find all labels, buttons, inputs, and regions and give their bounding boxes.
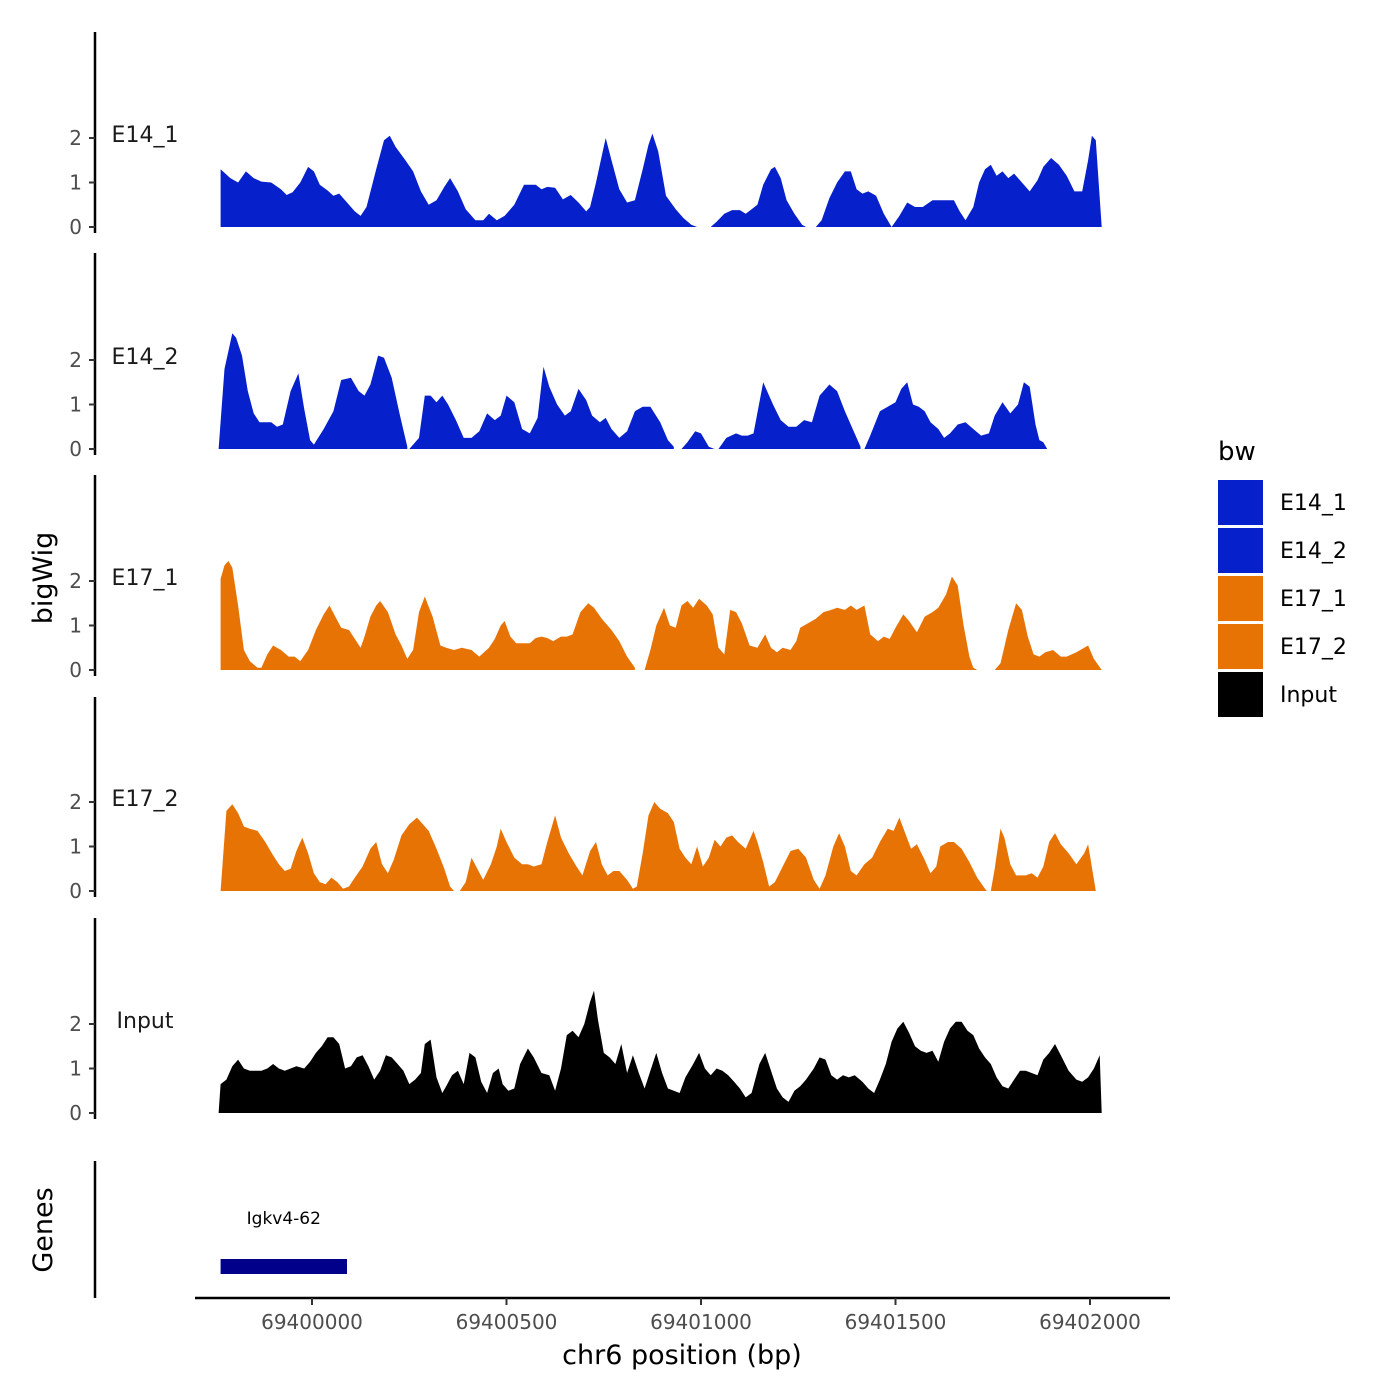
legend-swatch xyxy=(1218,480,1263,525)
coverage-area-e14-2 xyxy=(864,382,1048,449)
coverage-area-e17-2 xyxy=(990,828,1096,891)
legend: bw E14_1 E14_2 E17_1 E17_2 Input xyxy=(1218,437,1347,717)
y-tick-label: 2 xyxy=(69,348,82,372)
legend-swatch xyxy=(1218,672,1263,717)
coverage-area-e17-1 xyxy=(644,576,978,670)
y-tick-label: 0 xyxy=(69,215,82,239)
coverage-area-e14-1 xyxy=(710,166,806,227)
y-tick-label: 2 xyxy=(69,569,82,593)
track-e14-1: 0 1 2 E14_1 xyxy=(69,32,1102,239)
y-tick-label: 2 xyxy=(69,126,82,150)
legend-label: Input xyxy=(1280,683,1337,708)
legend-label: E14_1 xyxy=(1280,491,1347,516)
y-tick-label: 1 xyxy=(69,614,82,638)
coverage-area-e14-2 xyxy=(409,366,674,449)
track-e14-2: 0 1 2 E14_2 xyxy=(69,253,1048,461)
track-label: E14_2 xyxy=(112,345,179,370)
gene-label: Igkv4-62 xyxy=(247,1209,321,1229)
y-tick-label: 0 xyxy=(69,879,82,903)
coverage-area-e14-2 xyxy=(218,333,408,449)
track-e17-1: 0 1 2 E17_1 xyxy=(69,475,1102,682)
y-tick-label: 2 xyxy=(69,790,82,814)
track-label: E17_2 xyxy=(112,787,179,812)
track-label: E14_1 xyxy=(112,123,179,148)
track-e17-2: 0 1 2 E17_2 xyxy=(69,697,1096,903)
x-axis-title: chr6 position (bp) xyxy=(562,1340,802,1371)
y-tick-label: 0 xyxy=(69,1101,82,1125)
gene-track: Igkv4-62 xyxy=(93,1161,348,1298)
y-tick-label: 1 xyxy=(69,393,82,417)
x-tick-label: 69401500 xyxy=(845,1310,947,1334)
y-tick-label: 1 xyxy=(69,171,82,195)
x-tick-label: 69400000 xyxy=(261,1310,363,1334)
legend-label: E17_1 xyxy=(1280,587,1347,612)
y-tick-label: 0 xyxy=(69,658,82,682)
coverage-area-e14-2 xyxy=(718,382,861,449)
coverage-area-e17-1 xyxy=(994,603,1102,670)
y-axis-title: bigWig xyxy=(28,532,59,625)
y-tick-label: 1 xyxy=(69,1057,82,1081)
track-input: 0 1 2 Input xyxy=(69,918,1102,1125)
y-tick-label: 0 xyxy=(69,437,82,461)
track-label: E17_1 xyxy=(112,566,179,591)
legend-swatch xyxy=(1218,624,1263,669)
coverage-area-e14-1 xyxy=(220,133,698,227)
y-tick-label: 2 xyxy=(69,1012,82,1036)
legend-swatch xyxy=(1218,576,1263,621)
legend-title: bw xyxy=(1218,437,1256,467)
coverage-area-e17-1 xyxy=(220,561,635,670)
legend-label: E14_2 xyxy=(1280,539,1347,564)
x-axis: 69400000 69400500 69401000 69401500 69402000 xyxy=(195,1296,1170,1334)
legend-swatch xyxy=(1218,528,1263,573)
tracks-layer: 0 1 2 E14_1 0 1 2 E14_2 0 1 2 E17_1 0 1 2 E17_2 0 1 2 Input xyxy=(69,32,1102,1125)
coverage-area-input xyxy=(218,990,1102,1113)
coverage-area-e14-1 xyxy=(815,135,1102,227)
genes-axis-title: Genes xyxy=(28,1187,59,1272)
x-tick-label: 69400500 xyxy=(456,1310,558,1334)
gene-body xyxy=(220,1259,348,1274)
x-tick-label: 69401000 xyxy=(650,1310,752,1334)
x-tick-label: 69402000 xyxy=(1039,1310,1141,1334)
track-label: Input xyxy=(117,1009,174,1034)
legend-label: E17_2 xyxy=(1280,635,1347,660)
coverage-area-e17-2 xyxy=(220,804,454,891)
y-tick-label: 1 xyxy=(69,835,82,859)
coverage-area-e14-2 xyxy=(681,431,715,449)
coverage-area-e17-2 xyxy=(459,802,987,891)
